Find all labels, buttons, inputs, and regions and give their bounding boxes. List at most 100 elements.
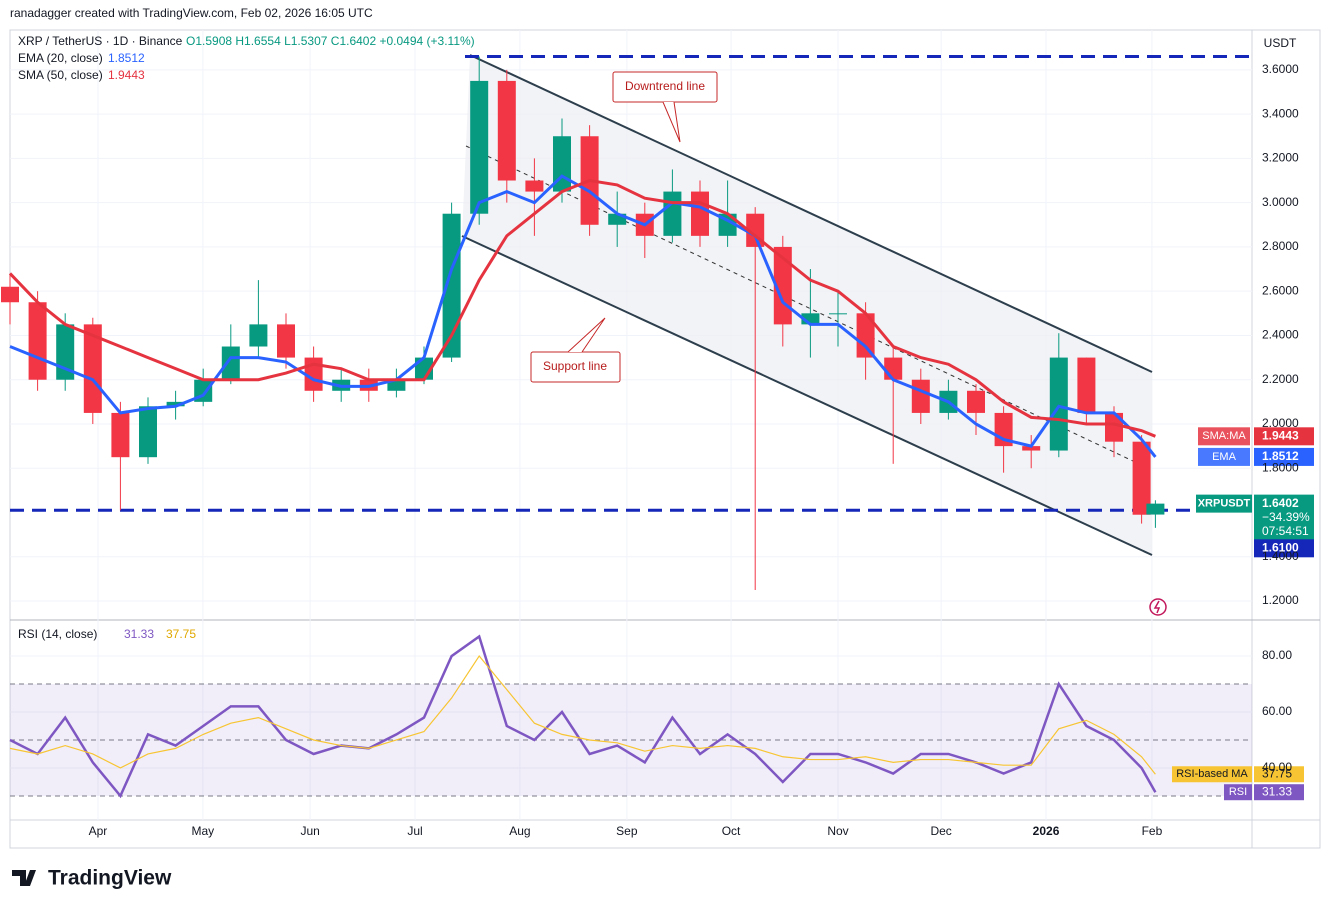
legend-name: EMA (20, close) xyxy=(18,51,103,65)
channel-fill xyxy=(462,55,1152,555)
candle-body xyxy=(1049,357,1068,451)
symbol: XRP / TetherUS · 1D · Binance xyxy=(18,34,183,48)
x-tick-label: Jun xyxy=(300,824,319,838)
price-labels: EMA 1.8512 SMA:MA 1.9443 XRPUSDT 1.6402−34.39… xyxy=(1172,427,1314,801)
candle-body xyxy=(1132,441,1151,515)
annotation-text: Support line xyxy=(543,359,607,373)
candle-body xyxy=(663,191,682,236)
rsi-label-name: RSI xyxy=(1229,786,1247,798)
price-label-name: XRPUSDT xyxy=(1198,498,1251,510)
x-tick-label: May xyxy=(192,824,215,838)
plot xyxy=(1,55,1252,799)
rsi-label: RSI-based MA 37.75 xyxy=(1172,766,1304,783)
candle-body xyxy=(967,390,985,413)
price-label-tag xyxy=(1196,494,1252,513)
legend-value: 1.8512 xyxy=(108,51,145,65)
rsi-label-box xyxy=(1254,784,1304,801)
price-label: 1.6402−34.39%07:54:51 xyxy=(1254,494,1314,541)
y-tick-label: 2.8000 xyxy=(1262,239,1299,253)
price-label-value: 1.9443 xyxy=(1262,428,1299,442)
price-label-box xyxy=(1254,427,1314,446)
alert-bolt xyxy=(1153,600,1161,614)
brand: TradingView xyxy=(48,867,172,890)
x-tick-label: Sep xyxy=(616,824,638,838)
price-label: 1.6100 xyxy=(1254,539,1314,558)
rsi-label-box xyxy=(1254,766,1304,783)
annotation-pointer xyxy=(662,101,681,143)
y-tick-label: 1.8000 xyxy=(1262,460,1299,474)
y-tick-label: 40.00 xyxy=(1262,760,1292,774)
price-label: SMA:MA 1.9443 xyxy=(1198,427,1314,446)
candle-body xyxy=(608,213,627,225)
legend-value: 1.9443 xyxy=(108,68,145,82)
x-tick-label: Jul xyxy=(407,824,422,838)
y-tick-label: 2.4000 xyxy=(1262,328,1299,342)
price-label-tag xyxy=(1198,447,1250,466)
line-series xyxy=(9,174,1157,458)
channel-midline xyxy=(465,145,1153,471)
logo-mark xyxy=(12,870,36,886)
x-tick-label: Aug xyxy=(509,824,530,838)
price-label-box xyxy=(1254,447,1314,466)
candle-body xyxy=(691,191,709,236)
y-tick-label: 3.4000 xyxy=(1262,106,1299,120)
candle-body xyxy=(387,379,406,391)
candle-body xyxy=(1105,412,1123,442)
line-series xyxy=(8,178,1156,438)
candle-body xyxy=(83,324,102,413)
rsi-title: RSI (14, close) xyxy=(18,627,97,641)
support-line xyxy=(461,235,1153,556)
candle-body xyxy=(442,213,461,358)
rsi-label-tag xyxy=(1172,766,1252,783)
annotation-support: Support line xyxy=(530,317,621,383)
candle-body xyxy=(166,401,185,407)
candle-body xyxy=(1077,357,1096,413)
candle-body xyxy=(856,313,875,358)
downtrend-line xyxy=(469,54,1153,373)
y-tick-label: 1.2000 xyxy=(1262,593,1299,607)
y-tick-label: 3.2000 xyxy=(1262,151,1299,165)
candle-body xyxy=(277,324,295,358)
rsi-label: RSI 31.33 xyxy=(1224,784,1304,801)
rsi-label-value: 31.33 xyxy=(1262,784,1292,798)
candle-body xyxy=(911,379,930,413)
legend-value: 37.75 xyxy=(166,627,196,641)
candle-body xyxy=(884,357,903,380)
price-label-value: 1.6402 xyxy=(1262,496,1299,510)
y-tick-label: 60.00 xyxy=(1262,704,1292,718)
legend-value: 31.33 xyxy=(124,627,154,641)
candle-body xyxy=(1022,446,1041,451)
currency: USDT xyxy=(1264,36,1297,50)
price-label-name: EMA xyxy=(1212,451,1237,463)
y-tick-label: 80.00 xyxy=(1262,648,1292,662)
price-label-box xyxy=(1254,539,1314,558)
credit: ranadagger created with TradingView.com,… xyxy=(10,6,373,20)
candle-body xyxy=(111,412,130,458)
price-label-name: SMA:MA xyxy=(1202,430,1246,442)
legend-name: SMA (50, close) xyxy=(18,68,103,82)
x-tick-label: Apr xyxy=(89,824,108,838)
price-label: EMA 1.8512 xyxy=(1198,447,1314,466)
rsi-label-name: RSI-based MA xyxy=(1176,768,1248,780)
x-tick-label: Feb xyxy=(1142,824,1163,838)
annotation-text: Downtrend line xyxy=(625,79,705,93)
ohlc: O1.5908 H1.6554 L1.5307 C1.6402 +0.0494 … xyxy=(186,34,475,48)
candle-body xyxy=(497,80,516,181)
candle-body xyxy=(139,406,157,458)
candle-body xyxy=(801,313,820,325)
candle-body xyxy=(221,346,240,380)
candle-body xyxy=(829,313,847,315)
price-label-value: 1.6100 xyxy=(1262,540,1299,554)
y-tick-label: 3.0000 xyxy=(1262,195,1299,209)
y-tick-label: 2.6000 xyxy=(1262,283,1299,297)
y-tick-label: 1.4000 xyxy=(1262,549,1299,563)
candle-body xyxy=(28,302,47,380)
y-tick-label: 3.6000 xyxy=(1262,62,1299,76)
candle-body xyxy=(1146,503,1165,515)
alert-icon[interactable] xyxy=(1149,598,1167,616)
line-series xyxy=(9,655,1156,775)
price-label-extra: 07:54:51 xyxy=(1262,524,1309,538)
price-label-value: 1.8512 xyxy=(1262,449,1299,463)
price-label-box xyxy=(1254,494,1314,541)
rsi-label-value: 37.75 xyxy=(1262,766,1292,780)
